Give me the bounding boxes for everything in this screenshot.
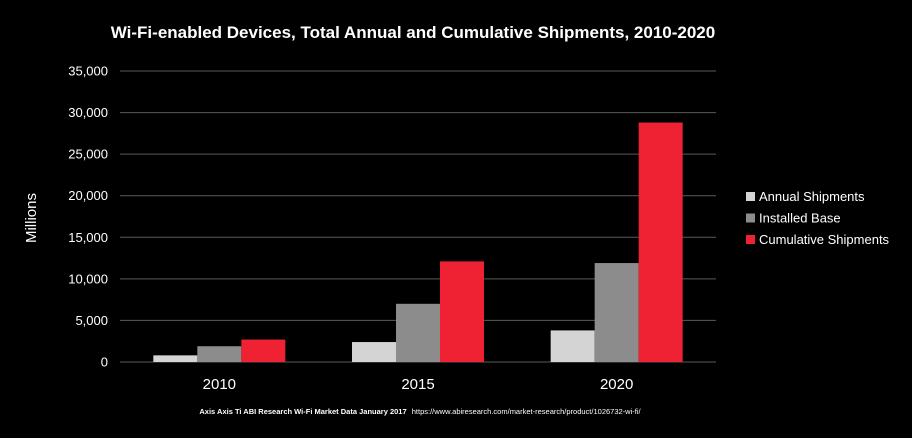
legend-swatch bbox=[746, 235, 755, 244]
y-tick-label: 20,000 bbox=[68, 188, 108, 203]
bar-annual-shipments-2015 bbox=[352, 342, 396, 362]
legend-label: Installed Base bbox=[759, 211, 841, 226]
bar-installed-base-2015 bbox=[396, 303, 440, 362]
legend: Annual Shipments Installed Base Cumulative… bbox=[746, 189, 890, 247]
x-tick-label: 2010 bbox=[203, 376, 236, 393]
bar-cumulative-shipments-2010 bbox=[241, 339, 286, 362]
x-tick-label: 2020 bbox=[600, 376, 633, 393]
legend-label: Annual Shipments bbox=[759, 189, 865, 204]
y-tick-label: 15,000 bbox=[68, 230, 108, 245]
source-note: Axis Axis Ti ABI Research Wi-Fi Market D… bbox=[199, 407, 641, 416]
y-tick-labels: 0 5,000 10,000 15,000 20,000 25,000 30,000 35,0… bbox=[68, 64, 108, 370]
x-tick-label: 2015 bbox=[401, 376, 434, 393]
gridlines bbox=[120, 70, 716, 363]
y-axis-label: Millions bbox=[23, 193, 40, 243]
y-tick-label: 10,000 bbox=[68, 271, 108, 286]
legend-swatch bbox=[746, 192, 755, 201]
y-tick-label: 0 bbox=[101, 355, 108, 370]
source-citation: Axis Axis Ti ABI Research Wi-Fi Market D… bbox=[199, 407, 406, 416]
legend-swatch bbox=[746, 213, 755, 223]
bar-annual-shipments-2010 bbox=[153, 355, 198, 362]
chart-title: Wi-Fi-enabled Devices, Total Annual and … bbox=[111, 23, 715, 42]
bar-installed-base-2020 bbox=[594, 263, 639, 362]
legend-label: Cumulative Shipments bbox=[759, 232, 890, 247]
bar-installed-base-2010 bbox=[197, 346, 242, 362]
x-tick-labels: 2010 2015 2020 bbox=[203, 376, 634, 393]
bars bbox=[153, 122, 683, 362]
bar-cumulative-shipments-2015 bbox=[440, 261, 484, 362]
y-tick-label: 35,000 bbox=[68, 64, 108, 79]
y-tick-label: 5,000 bbox=[75, 313, 108, 328]
y-tick-label: 25,000 bbox=[68, 147, 108, 162]
source-url: https://www.abiresearch.com/market-resea… bbox=[412, 407, 642, 416]
bar-cumulative-shipments-2020 bbox=[638, 122, 683, 362]
bar-annual-shipments-2020 bbox=[550, 330, 595, 362]
y-tick-label: 30,000 bbox=[68, 105, 108, 120]
